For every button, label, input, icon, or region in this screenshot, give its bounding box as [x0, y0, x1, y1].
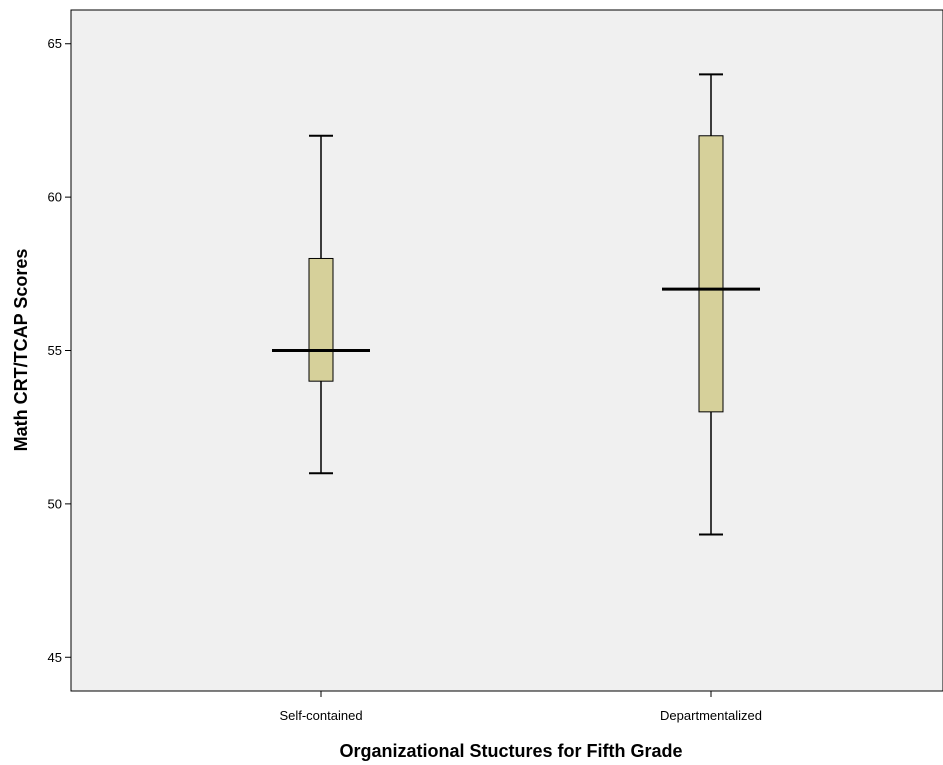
x-tick-label: Self-contained [279, 708, 362, 723]
iqr-box [698, 135, 724, 413]
box-departmentalized [662, 73, 760, 536]
y-axis-title: Math CRT/TCAP Scores [11, 249, 31, 452]
boxes [272, 73, 760, 536]
y-tick-label: 50 [48, 496, 62, 511]
x-axis-title: Organizational Stuctures for Fifth Grade [339, 741, 682, 761]
iqr-box [308, 257, 334, 382]
y-tick-label: 60 [48, 190, 62, 205]
y-tick-label: 65 [48, 36, 62, 51]
box-self-contained [272, 134, 370, 475]
y-axis: 45 50 55 60 65 [48, 36, 71, 665]
y-tick-label: 45 [48, 650, 62, 665]
y-tick-label: 55 [48, 343, 62, 358]
x-axis: Self-contained Departmentalized [279, 691, 762, 723]
plot-area [70, 9, 943, 692]
x-tick-label: Departmentalized [660, 708, 762, 723]
